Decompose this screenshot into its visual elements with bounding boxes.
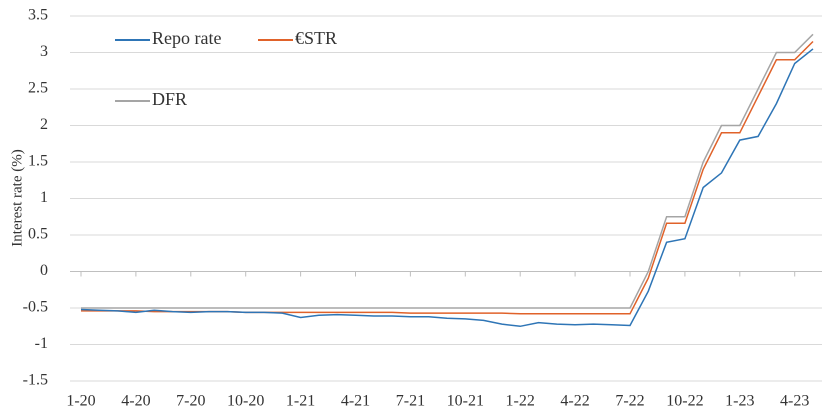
x-tick-label: 4-23: [780, 393, 809, 410]
x-tick-label: 1-23: [725, 393, 754, 410]
x-tick-label: 1-20: [66, 393, 95, 410]
series-line: [80, 48, 814, 328]
series-line: [81, 33, 814, 309]
x-tick-label: 4-21: [341, 393, 370, 410]
y-tick-label: -1: [35, 335, 48, 352]
legend-label: DFR: [152, 89, 187, 109]
y-tick-label: 2: [40, 116, 48, 133]
x-tick-label: 1-22: [506, 393, 535, 410]
x-tick-label: 10-21: [447, 393, 484, 410]
x-tick-label: 10-20: [227, 393, 264, 410]
y-tick-label: 3: [40, 43, 48, 60]
y-tick-label: 0.5: [28, 226, 48, 243]
x-tick-label: 7-22: [615, 393, 644, 410]
x-tick-label: 7-21: [396, 393, 425, 410]
x-tick-label: 4-22: [560, 393, 589, 410]
x-tick-label: 1-21: [286, 393, 315, 410]
legend-label: €STR: [295, 28, 337, 48]
y-axis-label: Interest rate (%): [9, 149, 25, 246]
x-tick-label: 4-20: [121, 393, 150, 410]
legend-label: Repo rate: [152, 28, 221, 48]
y-tick-label: 1.5: [28, 153, 48, 170]
x-tick-label: 10-22: [666, 393, 703, 410]
y-tick-label: 1: [40, 189, 48, 206]
y-tick-label: 2.5: [28, 80, 48, 97]
y-tick-label: -0.5: [23, 299, 48, 316]
y-tick-label: 3.5: [28, 7, 48, 24]
y-tick-label: 0: [40, 262, 48, 279]
x-tick-label: 7-20: [176, 393, 205, 410]
y-tick-label: -1.5: [23, 372, 48, 389]
